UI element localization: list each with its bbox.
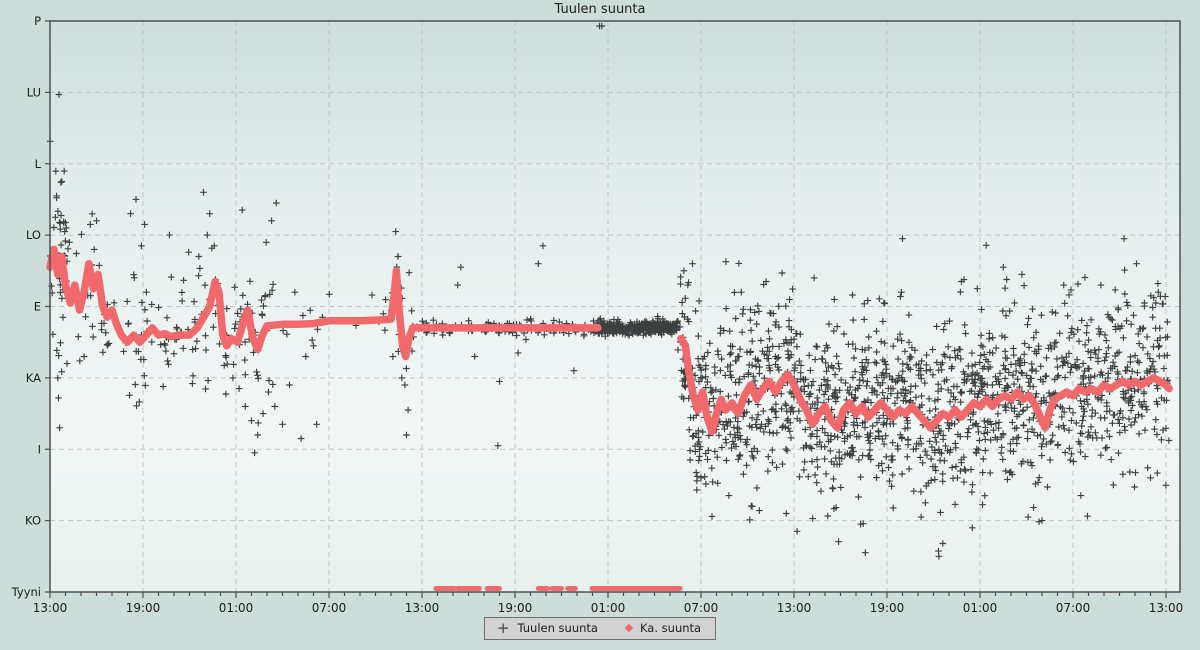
x-axis-label: 19:00 [498,601,533,615]
x-axis-label: 07:00 [1056,601,1091,615]
x-axis-label: 01:00 [591,601,626,615]
x-axis-label: 07:00 [312,601,347,615]
x-axis-label: 07:00 [684,601,719,615]
legend-entry-ka-suunta: Ka. suunta [624,621,702,635]
avg-direction-line [46,245,1173,591]
legend: + Tuulen suunta Ka. suunta [483,617,717,640]
x-axis-label: 13:00 [777,601,812,615]
x-axis-label: 01:00 [219,601,254,615]
y-axis-labels: P LU L LO E KA I KO Tyyni [11,14,42,599]
y-axis-label: Tyyni [11,585,41,599]
y-axis-label: L [35,157,42,171]
x-axis-label: 19:00 [870,601,905,615]
y-axis-label: LU [27,85,41,99]
axis-ticks [45,20,1167,598]
y-axis-label: I [38,442,41,456]
x-axis-label: 13:00 [405,601,440,615]
plot-background [50,21,1180,592]
y-axis-label: KO [25,514,41,528]
chart-title: Tuulen suunta [554,2,646,17]
x-axis-label: 13:00 [1149,601,1184,615]
y-axis-label: P [34,14,41,28]
x-axis-labels: 13:00 19:00 01:00 07:00 13:00 19:00 01:00 07:00… [33,601,1184,615]
x-axis-label: 01:00 [963,601,998,615]
plus-marker-icon: + [496,619,510,637]
diamond-marker-icon [624,623,634,633]
x-axis-label: 13:00 [33,601,68,615]
y-axis-label: E [34,300,41,314]
legend-label-tuulen-suunta: Tuulen suunta [517,621,598,635]
legend-label-ka-suunta: Ka. suunta [639,621,702,635]
legend-entry-tuulen-suunta: + Tuulen suunta [496,619,598,637]
y-axis-label: KA [26,371,41,385]
y-axis-label: LO [26,228,41,242]
x-axis-label: 19:00 [126,601,161,615]
